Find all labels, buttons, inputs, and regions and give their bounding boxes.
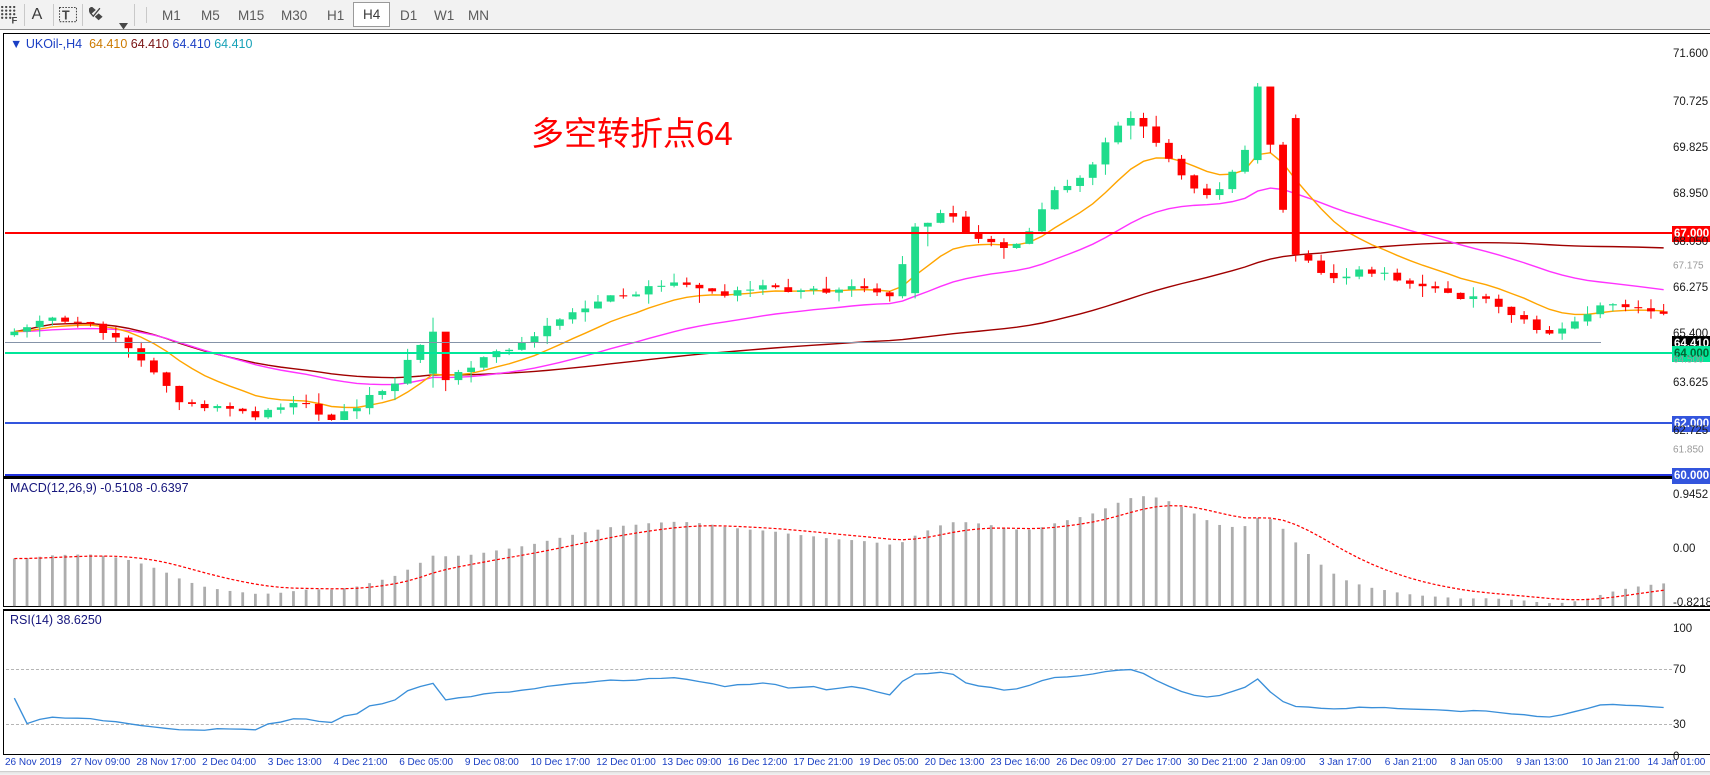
svg-text:T: T bbox=[62, 9, 70, 23]
svg-text:F: F bbox=[11, 16, 17, 25]
